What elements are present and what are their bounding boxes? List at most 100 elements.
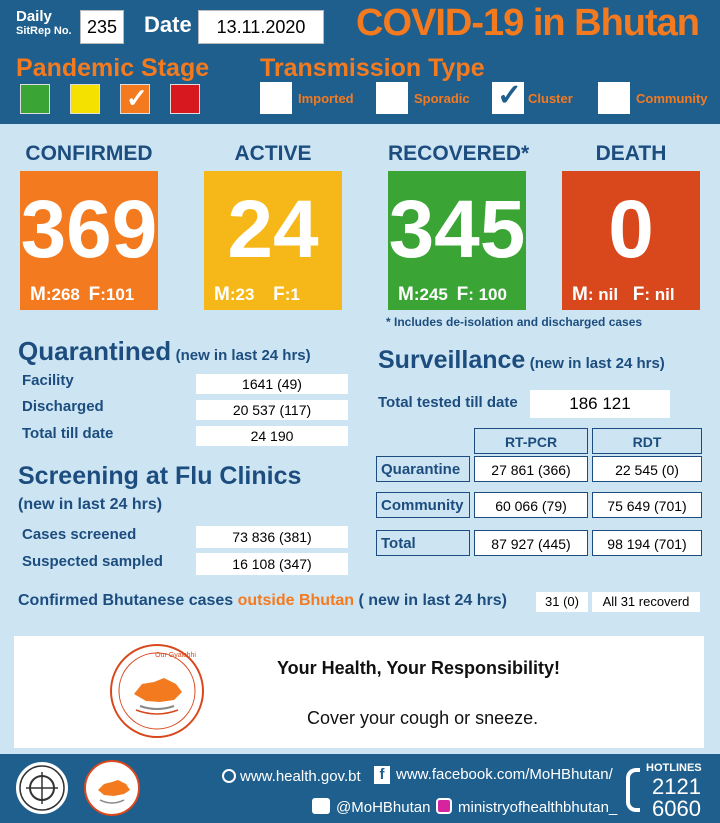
outside-label-part1: Confirmed Bhutanese cases <box>18 592 238 609</box>
twitter-text: @MoHBhutan <box>336 799 431 816</box>
suspected-sampled-value: 16 108 (347) <box>196 553 348 575</box>
outside-label-highlight: outside Bhutan <box>237 592 355 609</box>
confirmed-f-label: F <box>88 284 101 305</box>
col-rdt-header: RDT <box>592 428 702 454</box>
active-label: ACTIVE <box>234 142 312 165</box>
ministry-emblem <box>14 760 70 816</box>
website-link[interactable]: www.health.gov.bt <box>222 768 361 785</box>
community-rtpcr: 60 066 (79) <box>474 492 588 518</box>
facebook-link[interactable]: f www.facebook.com/MoHBhutan/ <box>374 766 613 784</box>
stage-green <box>20 84 50 114</box>
transmission-cluster-label: Cluster <box>528 91 573 106</box>
active-value: 24 <box>227 184 319 275</box>
transmission-imported-box <box>260 82 292 114</box>
death-value: 0 <box>608 184 654 275</box>
death-f-value: : nil <box>644 285 675 304</box>
community-rdt: 75 649 (701) <box>592 492 702 518</box>
total-rtpcr: 87 927 (445) <box>474 530 588 556</box>
transmission-imported-label: Imported <box>298 91 354 106</box>
active-m-value: :23 <box>229 285 255 304</box>
facebook-text: www.facebook.com/MoHBhutan/ <box>396 766 613 783</box>
outside-label-part2: ( new in last 24 hrs) <box>354 592 508 609</box>
emblem-icon <box>19 765 65 811</box>
hotline-2[interactable]: 6060 <box>652 796 701 821</box>
quarantine-rdt: 22 545 (0) <box>592 456 702 482</box>
recovered-value: 345 <box>388 184 526 275</box>
instagram-text: ministryofhealthbhutan_ <box>458 799 618 816</box>
outside-bhutan-label: Confirmed Bhutanese cases outside Bhutan… <box>18 592 507 610</box>
logo-text: Our Gyalchhi <box>155 652 196 659</box>
confirmed-label: CONFIRMED <box>25 142 153 165</box>
facility-label: Facility <box>22 372 74 389</box>
stage-yellow <box>70 84 100 114</box>
confirmed-m-label: M <box>30 284 46 305</box>
twitter-link[interactable]: @MoHBhutan <box>312 798 430 816</box>
death-m-value: : nil <box>587 285 619 304</box>
gyalchhi-logo: Our Gyalchhi <box>110 644 204 738</box>
cases-screened-label: Cases screened <box>22 526 137 543</box>
bhutan-map-icon <box>118 652 196 730</box>
footer: www.health.gov.bt f www.facebook.com/MoHB… <box>0 754 720 823</box>
instagram-link[interactable]: ministryofhealthbhutan_ <box>436 798 617 816</box>
total-till-date-label: Total till date <box>22 425 114 442</box>
stage-orange: ✓ <box>120 83 150 114</box>
transmission-sporadic-box <box>376 82 408 114</box>
total-tested-value: 186 121 <box>530 390 670 418</box>
facebook-icon: f <box>374 766 390 784</box>
date-label: Date <box>144 12 192 37</box>
total-till-date-value: 24 190 <box>196 426 348 446</box>
recovered-label: RECOVERED* <box>388 142 530 165</box>
confirmed-value: 369 <box>20 184 158 275</box>
transmission-community-label: Community <box>636 91 708 106</box>
sitrep-label: Daily SitRep No. <box>16 8 72 38</box>
death-label: DEATH <box>595 142 667 165</box>
globe-icon <box>222 769 236 783</box>
hotline-1[interactable]: 2121 <box>652 774 701 799</box>
bhutan-map-small-icon <box>98 780 130 804</box>
transmission-sporadic-label: Sporadic <box>414 91 470 106</box>
cases-screened-value: 73 836 (381) <box>196 526 348 548</box>
page-title: COVID-19 in Bhutan <box>356 2 700 44</box>
surveillance-title: Surveillance (new in last 24 hrs) <box>378 346 665 375</box>
quarantine-row-label: Quarantine <box>376 456 470 482</box>
recovered-card: 345 M:245 F: 100 <box>388 171 526 310</box>
sitrep-number: 235 <box>80 10 124 44</box>
total-rdt: 98 194 (701) <box>592 530 702 556</box>
recovered-gender: M:245 F: 100 <box>398 284 507 306</box>
confirmed-card: 369 M:268 F:101 <box>20 171 158 310</box>
discharged-value: 20 537 (117) <box>196 400 348 420</box>
pandemic-stage-label: Pandemic Stage <box>16 54 210 82</box>
screening-subtitle: (new in last 24 hrs) <box>18 496 163 513</box>
quarantined-title-text: Quarantined <box>18 336 172 366</box>
recovered-f-label: F <box>456 284 469 305</box>
cluster-check-icon: ✓ <box>497 79 523 112</box>
death-card: 0 M: nil F: nil <box>562 171 700 310</box>
quarantined-title: Quarantined (new in last 24 hrs) <box>18 336 311 367</box>
quarantined-subtitle: (new in last 24 hrs) <box>175 347 311 364</box>
phone-icon <box>626 768 640 812</box>
confirmed-f-value: :101 <box>100 285 135 304</box>
stage-check-icon: ✓ <box>126 83 148 113</box>
active-m-label: M <box>214 284 230 305</box>
facility-value: 1641 (49) <box>196 374 348 394</box>
stage-red <box>170 84 200 114</box>
surveillance-title-text: Surveillance <box>378 346 526 374</box>
suspected-sampled-label: Suspected sampled <box>22 553 163 570</box>
outside-bhutan-note: All 31 recoverd <box>592 592 700 612</box>
quarantine-rtpcr: 27 861 (366) <box>474 456 588 482</box>
total-row-label: Total <box>376 530 470 556</box>
screening-title: Screening at Flu Clinics <box>18 462 302 490</box>
sitrep-label-line1: Daily <box>16 8 52 25</box>
recovered-footnote: * Includes de-isolation and discharged c… <box>386 315 643 329</box>
active-f-value: :1 <box>284 285 300 304</box>
transmission-type-label: Transmission Type <box>260 54 485 82</box>
surveillance-subtitle: (new in last 24 hrs) <box>529 355 665 372</box>
community-row-label: Community <box>376 492 470 518</box>
active-f-label: F <box>273 284 285 305</box>
sitrep-label-line2: SitRep No. <box>16 25 72 37</box>
confirmed-gender: M:268 F:101 <box>30 284 134 306</box>
recovered-f-value: : 100 <box>468 285 507 304</box>
discharged-label: Discharged <box>22 398 104 415</box>
confirmed-m-value: :268 <box>45 285 80 304</box>
website-text: www.health.gov.bt <box>240 768 361 785</box>
